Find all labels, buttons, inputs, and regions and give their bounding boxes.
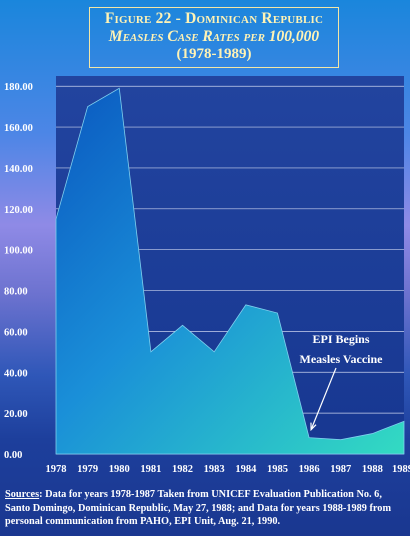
sources-text-2: Santo Domingo, Dominican Republic, May 2… (5, 502, 392, 514)
y-tick-label: 60.00 (4, 327, 28, 338)
y-tick-label: 100.00 (4, 246, 33, 257)
annotation-arrow-head (310, 422, 317, 432)
annotation-line1: EPI Begins (312, 332, 369, 346)
area-series (55, 87, 405, 455)
y-tick-label: 40.00 (4, 368, 28, 379)
chart-title-box: Figure 22 - Dominican Republic Measles C… (89, 7, 339, 68)
x-tick-label: 1987 (330, 464, 351, 475)
y-tick-label: 0.00 (4, 450, 22, 461)
epi-annotation: EPI Begins Measles Vaccine (300, 332, 384, 432)
x-tick-label: 1983 (204, 464, 225, 475)
y-tick-label: 180.00 (4, 82, 33, 93)
x-tick-label: 1982 (172, 464, 193, 475)
chart-title-line3: (1978-1989) (176, 46, 252, 62)
x-tick-label: 1979 (77, 464, 98, 475)
x-tick-label: 1980 (109, 464, 130, 475)
x-tick-label: 1986 (299, 464, 320, 475)
chart-title-line2: Measles Case Rates per 100,000 (108, 28, 320, 45)
y-tick-label: 160.00 (4, 123, 33, 134)
x-tick-label: 1984 (235, 464, 257, 475)
area-chart: 0.00 20.00 40.00 60.00 80.00 100.00 120.00 140.… (4, 76, 410, 475)
y-tick-label: 140.00 (4, 164, 33, 175)
x-axis-labels: 1978 1979 1980 1981 1982 1983 1984 1985 1986 1987… (46, 464, 410, 475)
y-tick-label: 120.00 (4, 205, 33, 216)
x-tick-label: 1978 (46, 464, 67, 475)
sources-text-3: personal communication from PAHO, EPI Un… (5, 516, 281, 527)
chart-title-line1: Figure 22 - Dominican Republic (104, 10, 324, 27)
y-tick-label: 80.00 (4, 287, 28, 298)
sources-text-1: : Data for years 1978-1987 Taken from UN… (39, 489, 382, 500)
x-tick-label: 1981 (140, 464, 161, 475)
sources-note: Sources: Data for years 1978-1987 Taken … (5, 488, 407, 529)
x-tick-label: 1989 (392, 464, 410, 475)
x-tick-label: 1985 (267, 464, 288, 475)
sources-label: Sources (5, 489, 40, 500)
x-tick-label: 1988 (362, 464, 383, 475)
y-tick-label: 20.00 (4, 409, 28, 420)
annotation-line2: Measles Vaccine (300, 352, 384, 366)
annotation-arrow-line (310, 367, 337, 430)
y-axis-labels: 0.00 20.00 40.00 60.00 80.00 100.00 120.00 140.… (4, 82, 33, 461)
